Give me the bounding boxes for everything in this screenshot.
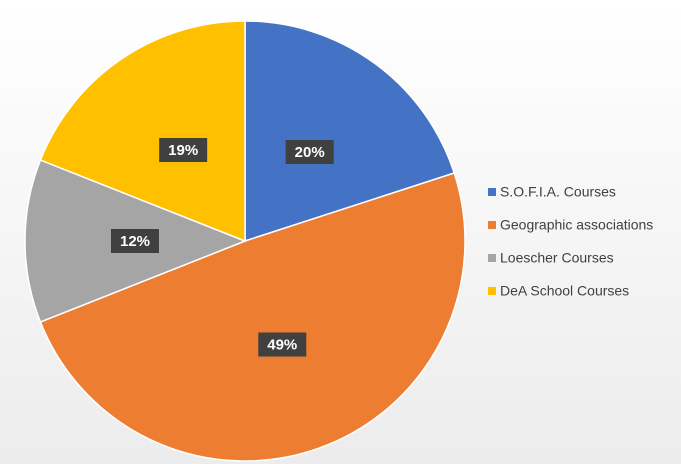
legend-swatch xyxy=(488,221,496,229)
data-labels: 20% 49% 12% 19% xyxy=(111,138,334,357)
legend-swatch xyxy=(488,188,496,196)
data-label-box xyxy=(111,229,159,253)
legend-swatch xyxy=(488,287,496,295)
legend-label: DeA School Courses xyxy=(500,283,629,299)
data-label: 12% xyxy=(120,233,150,250)
data-label: 20% xyxy=(295,144,325,161)
data-label: 49% xyxy=(267,336,297,353)
pie-slice xyxy=(244,20,456,243)
legend-label: Geographic associations xyxy=(500,217,653,233)
data-label-box xyxy=(285,140,334,165)
pie-slice xyxy=(39,20,246,243)
pie-slice xyxy=(39,172,466,462)
legend-label: S.O.F.I.A. Courses xyxy=(500,184,616,200)
data-label-box xyxy=(159,138,208,163)
data-label: 19% xyxy=(168,142,198,159)
pie xyxy=(24,20,466,462)
data-label-box xyxy=(258,332,307,357)
legend: S.O.F.I.A. Courses Geographic association… xyxy=(488,184,653,299)
legend-label: Loescher Courses xyxy=(500,250,614,266)
legend-swatch xyxy=(488,254,496,262)
